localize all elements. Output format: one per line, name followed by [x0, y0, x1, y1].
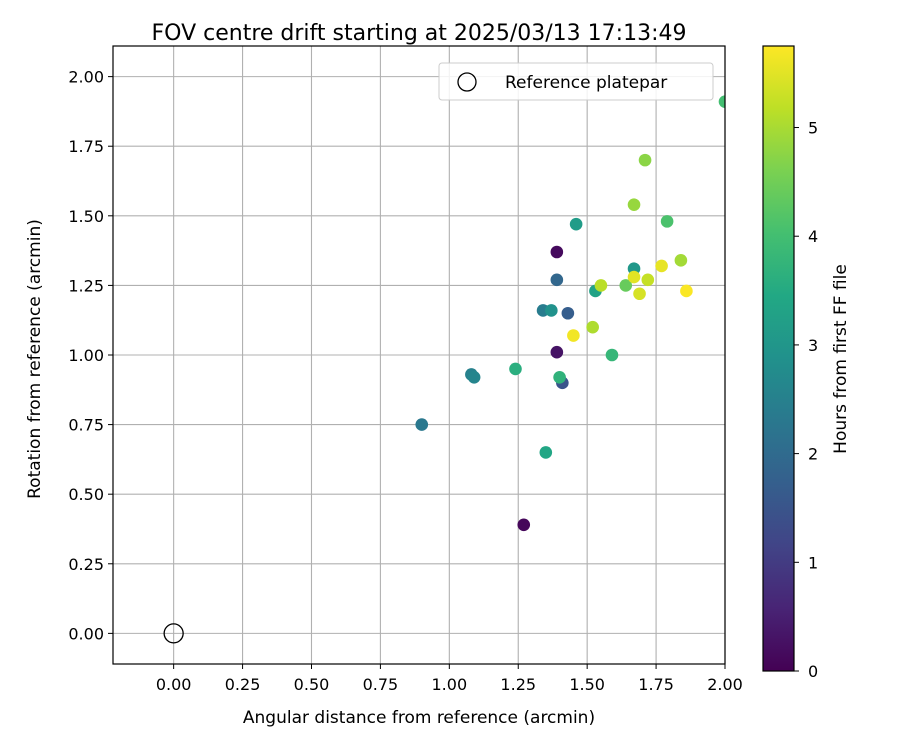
data-point	[550, 345, 564, 359]
x-tick-label: 0.00	[156, 675, 192, 694]
y-axis-label: Rotation from reference (arcmin)	[25, 219, 45, 499]
data-point	[517, 518, 531, 532]
x-tick-label: 0.50	[294, 675, 330, 694]
y-axis-ticks: 0.00 0.25 0.50 0.75 1.00 1.25 1.50 1.75 2.00	[68, 68, 113, 643]
data-point	[594, 279, 608, 292]
y-tick-label: 0.25	[68, 555, 104, 574]
x-axis-label: Angular distance from reference (arcmin)	[243, 708, 595, 728]
colorbar-tick-label: 2	[808, 445, 818, 464]
x-tick-label: 1.75	[638, 675, 674, 694]
x-tick-label: 1.50	[569, 675, 605, 694]
data-point	[561, 306, 575, 320]
y-tick-label: 0.50	[68, 485, 104, 504]
data-point	[638, 153, 652, 167]
data-point	[655, 259, 668, 273]
chart-title: FOV centre drift starting at 2025/03/13 …	[152, 21, 687, 46]
data-point	[569, 217, 583, 231]
y-tick-label: 2.00	[68, 68, 104, 87]
data-point	[550, 245, 564, 259]
grid	[113, 46, 726, 664]
colorbar-tick-label: 4	[808, 227, 818, 246]
data-point	[718, 95, 725, 108]
data-point	[545, 304, 558, 317]
y-tick-label: 0.75	[68, 416, 104, 435]
legend-box	[438, 62, 714, 101]
x-tick-label: 0.75	[363, 675, 399, 694]
colorbar-tick-label: 5	[808, 119, 818, 138]
data-point	[415, 418, 429, 431]
x-axis-ticks: 0.00 0.25 0.50 0.75 1.00 1.25 1.50 1.75 2.00	[156, 664, 743, 694]
data-point	[553, 370, 566, 384]
y-tick-label: 1.75	[68, 137, 104, 156]
colorbar-gradient	[762, 45, 795, 672]
x-tick-label: 1.00	[432, 675, 468, 694]
data-point	[550, 273, 564, 287]
colorbar: 0 1 2 3 4 5 Hours from first FF file	[762, 45, 851, 681]
y-tick-label: 1.25	[68, 276, 104, 295]
data-point	[539, 446, 553, 459]
colorbar-tick-label: 1	[808, 553, 818, 572]
data-point	[509, 362, 522, 376]
data-point	[680, 284, 693, 298]
y-tick-label: 1.50	[68, 207, 104, 226]
colorbar-label: Hours from first FF file	[831, 264, 851, 454]
legend-label: Reference platepar	[505, 73, 667, 93]
legend-marker	[457, 72, 477, 92]
data-points	[415, 95, 725, 532]
x-tick-label: 2.00	[707, 675, 743, 694]
data-point	[467, 370, 481, 384]
data-point	[619, 279, 633, 292]
colorbar-tick-label: 3	[808, 336, 818, 355]
data-point	[633, 287, 646, 301]
x-tick-label: 0.25	[225, 675, 261, 694]
y-tick-label: 0.00	[68, 624, 104, 643]
data-point	[641, 273, 655, 287]
data-point	[627, 198, 641, 211]
legend: Reference platepar	[438, 62, 714, 101]
reference-point	[163, 623, 184, 644]
y-tick-label: 1.00	[68, 346, 104, 365]
colorbar-tick-label: 0	[808, 662, 818, 681]
data-point	[660, 215, 674, 228]
colorbar-ticks: 0 1 2 3 4 5	[794, 119, 818, 681]
data-point	[605, 348, 619, 362]
reference-marker	[163, 623, 184, 644]
data-point	[627, 270, 641, 284]
data-point	[567, 329, 580, 342]
data-point	[674, 254, 688, 267]
x-tick-label: 1.25	[500, 675, 536, 694]
data-point	[586, 320, 599, 334]
